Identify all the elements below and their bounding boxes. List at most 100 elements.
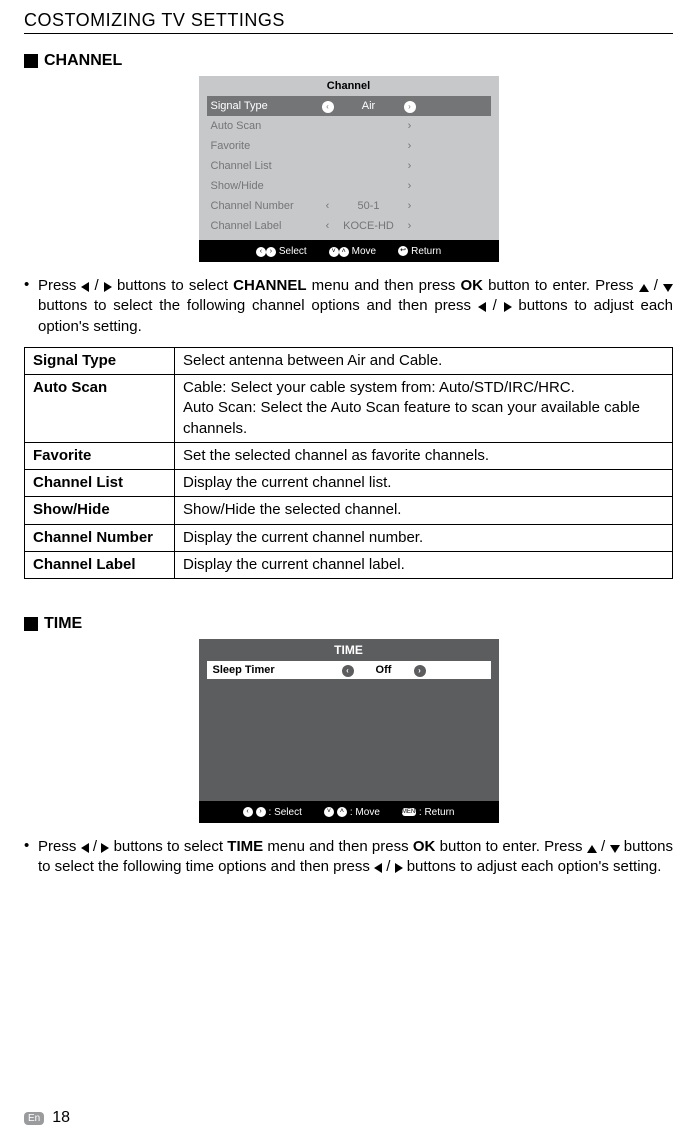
time-osd: TIME Sleep Timer ‹ Off › ‹› : Select ˅˄ … [199, 639, 499, 823]
row-label: Show/Hide [207, 180, 317, 192]
left-arrow-icon [81, 843, 89, 853]
option-desc: Cable: Select your cable system from: Au… [175, 375, 673, 443]
option-name: Show/Hide [25, 497, 175, 524]
osd-row[interactable]: Channel Number‹50-1› [207, 196, 491, 216]
table-row: Signal TypeSelect antenna between Air an… [25, 347, 673, 374]
left-arrow-icon: ‹ [317, 100, 339, 113]
right-arrow-icon: › [399, 160, 421, 172]
square-bullet-icon [24, 54, 38, 68]
osd-title: TIME [199, 639, 499, 661]
osd-footer: ‹› : Select ˅˄ : Move MENU : Return [199, 801, 499, 823]
menu-icon: MENU [402, 808, 416, 816]
osd-footer: ‹› Select ˅˄ Move ↩ Return [199, 240, 499, 262]
left-icon: ‹ [256, 247, 266, 257]
text: buttons to select [112, 277, 233, 294]
text: menu and then press [263, 838, 413, 855]
osd-rows: Signal Type‹Air›Auto Scan›Favorite›Chann… [199, 96, 499, 240]
ok-label: OK [413, 838, 436, 855]
left-arrow-icon [81, 282, 89, 292]
footer-return: Return [411, 246, 441, 257]
channel-instruction: • Press / buttons to select CHANNEL menu… [24, 276, 673, 337]
left-arrow-icon [478, 302, 486, 312]
text: button to enter. Press [483, 277, 639, 294]
option-desc: Select antenna between Air and Cable. [175, 347, 673, 374]
footer-move: Move [352, 246, 376, 257]
page-header: COSTOMIZING TV SETTINGS [24, 10, 673, 34]
text: Press [38, 838, 81, 855]
osd-row[interactable]: Show/Hide › [207, 176, 491, 196]
right-arrow-icon: › [399, 100, 421, 113]
return-icon: ↩ [398, 246, 408, 256]
right-arrow-icon: › [399, 140, 421, 152]
left-icon: ‹ [243, 807, 253, 817]
square-bullet-icon [24, 617, 38, 631]
footer-return: : Return [419, 807, 455, 818]
osd-row[interactable]: Sleep Timer ‹ Off › [207, 661, 491, 679]
option-name: Signal Type [25, 347, 175, 374]
option-name: Channel Label [25, 551, 175, 578]
up-arrow-icon [587, 845, 597, 853]
row-value: KOCE-HD [339, 220, 399, 232]
menu-name: TIME [227, 838, 263, 855]
up-arrow-icon [639, 284, 649, 292]
footer-move: : Move [350, 807, 380, 818]
right-arrow-icon: › [399, 120, 421, 132]
table-row: Show/HideShow/Hide the selected channel. [25, 497, 673, 524]
option-name: Favorite [25, 442, 175, 469]
row-label: Signal Type [207, 100, 317, 112]
left-arrow-icon: ‹ [317, 200, 339, 212]
option-desc: Display the current channel list. [175, 470, 673, 497]
osd-row[interactable]: Favorite › [207, 136, 491, 156]
table-row: Channel LabelDisplay the current channel… [25, 551, 673, 578]
row-value: Off [359, 664, 409, 676]
osd-row[interactable]: Channel Label‹KOCE-HD› [207, 216, 491, 236]
left-icon: ‹ [342, 665, 354, 677]
up-icon: ˄ [339, 247, 349, 257]
time-instruction: • Press / buttons to select TIME menu an… [24, 837, 673, 878]
row-label: Favorite [207, 140, 317, 152]
row-label: Channel Number [207, 200, 317, 212]
menu-name: CHANNEL [233, 277, 306, 294]
osd-row[interactable]: Channel List › [207, 156, 491, 176]
channel-osd: Channel Signal Type‹Air›Auto Scan›Favori… [199, 76, 499, 262]
option-name: Auto Scan [25, 375, 175, 443]
row-label: Channel Label [207, 220, 317, 232]
osd-row[interactable]: Signal Type‹Air› [207, 96, 491, 116]
right-arrow-icon: › [399, 180, 421, 192]
footer-select: Select [279, 246, 307, 257]
up-icon: ˄ [337, 807, 347, 817]
channel-section-heading: CHANNEL [24, 52, 673, 70]
text: buttons to select [109, 838, 227, 855]
text: buttons to select the following channel … [38, 297, 478, 314]
row-label: Channel List [207, 160, 317, 172]
osd-title: Channel [199, 76, 499, 96]
language-badge: En [24, 1112, 44, 1125]
down-icon: ˅ [324, 807, 334, 817]
footer-select: : Select [269, 807, 302, 818]
page-number: 18 [52, 1109, 70, 1127]
text: buttons to adjust each option's setting. [403, 858, 662, 875]
table-row: Auto ScanCable: Select your cable system… [25, 375, 673, 443]
option-name: Channel Number [25, 524, 175, 551]
option-desc: Display the current channel number. [175, 524, 673, 551]
channel-options-table: Signal TypeSelect antenna between Air an… [24, 347, 673, 579]
row-value: Air [339, 100, 399, 112]
osd-row[interactable]: Auto Scan › [207, 116, 491, 136]
table-row: FavoriteSet the selected channel as favo… [25, 442, 673, 469]
text: button to enter. Press [435, 838, 586, 855]
right-arrow-icon: › [399, 200, 421, 212]
time-section-heading: TIME [24, 615, 673, 633]
page-footer: En 18 [24, 1109, 70, 1127]
bullet-icon: • [24, 837, 38, 878]
row-value: 50-1 [339, 200, 399, 212]
row-label: Auto Scan [207, 120, 317, 132]
right-icon: › [414, 665, 426, 677]
option-desc: Show/Hide the selected channel. [175, 497, 673, 524]
option-desc: Display the current channel label. [175, 551, 673, 578]
left-arrow-icon: ‹ [317, 220, 339, 232]
right-icon: › [256, 807, 266, 817]
left-arrow-icon [374, 863, 382, 873]
option-desc: Set the selected channel as favorite cha… [175, 442, 673, 469]
right-arrow-icon [104, 282, 112, 292]
option-name: Channel List [25, 470, 175, 497]
